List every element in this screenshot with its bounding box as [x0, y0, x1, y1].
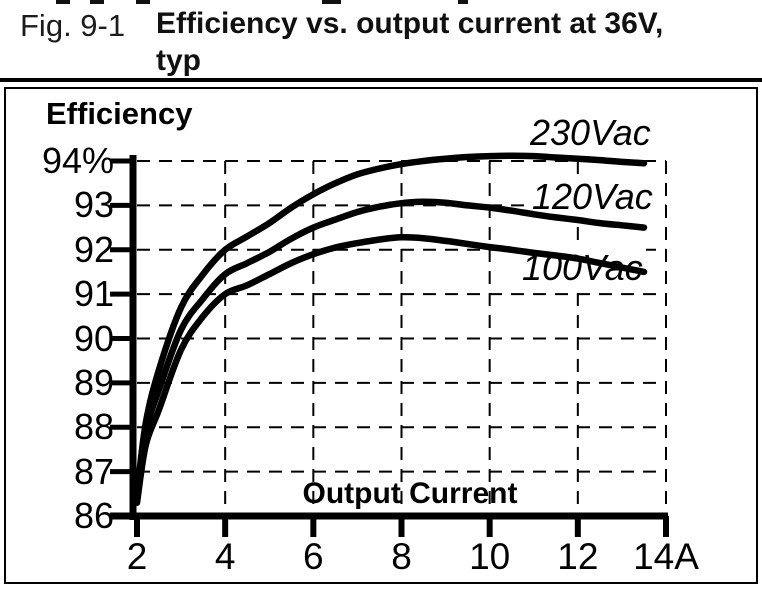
y-tick-label: 87	[73, 450, 114, 492]
y-tick-label: 92	[73, 228, 114, 270]
x-axis-title: Output Current	[302, 477, 518, 510]
y-tick-label: 88	[73, 406, 114, 448]
x-tick-label: 8	[391, 536, 412, 577]
chart-curves	[133, 152, 648, 506]
figure-title-line1: Efficiency vs. output current at 36V,	[156, 7, 664, 40]
series-label-230vac: 230Vac	[527, 113, 654, 153]
scan-artifact	[458, 0, 468, 4]
y-tick-label: 89	[73, 361, 114, 403]
x-tick-label: 14A	[633, 536, 699, 577]
figure-number: Fig. 9-1	[20, 8, 126, 43]
scan-artifact	[136, 0, 150, 4]
x-tick-label: 10	[469, 536, 511, 577]
scan-artifact	[322, 0, 341, 4]
x-tick-label: 6	[303, 536, 324, 577]
x-tick-label: 2	[126, 536, 148, 577]
y-tick-label: 93	[73, 184, 114, 226]
y-tick-label: 91	[73, 273, 114, 315]
scan-artifact	[90, 0, 104, 4]
series-label-120vac: 120Vac	[529, 177, 656, 217]
y-tick-label: 94%	[41, 140, 114, 181]
y-axis-title: Efficiency	[46, 96, 193, 131]
figure-title: Efficiency vs. output current at 36V, ty…	[156, 5, 736, 79]
x-tick-label: 4	[214, 536, 236, 577]
y-tick-label: 90	[73, 317, 114, 359]
horizontal-rule	[0, 78, 762, 82]
scan-artifact	[56, 0, 70, 4]
x-tick-label: 12	[557, 536, 599, 577]
y-tick-label: 86	[73, 495, 114, 536]
figure-title-line2: typ	[156, 44, 201, 77]
